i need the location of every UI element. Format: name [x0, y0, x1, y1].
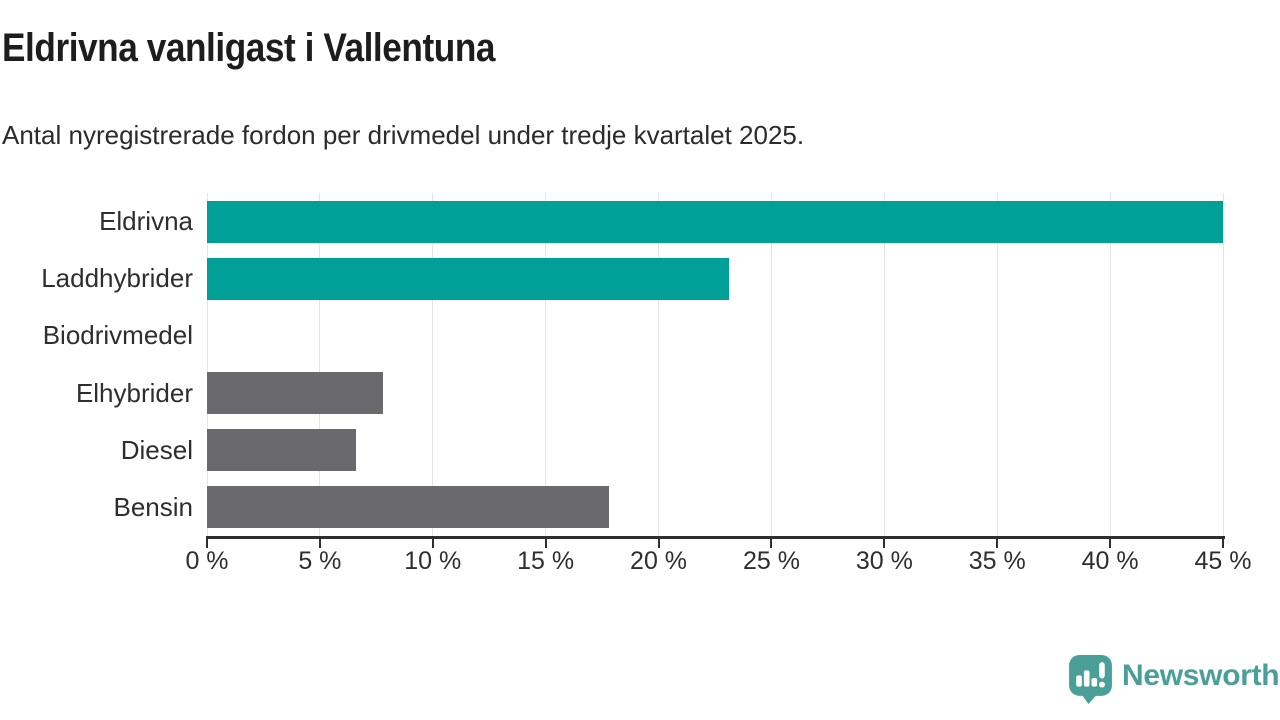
- x-axis-tick: [657, 539, 660, 548]
- x-axis-line: [206, 536, 1225, 539]
- bar: [207, 486, 609, 529]
- x-axis-tick-label: 25 %: [742, 547, 800, 575]
- x-axis-tick-label: 5 %: [298, 547, 342, 575]
- bar: [207, 200, 1223, 243]
- newsworthy-logo: Newsworthy: [1068, 654, 1280, 705]
- x-axis-tick-label: 35 %: [968, 547, 1026, 575]
- x-axis-tick-label: 30 %: [855, 547, 913, 575]
- x-axis-tick-label: 10 %: [404, 547, 462, 575]
- x-axis-tick: [1109, 539, 1112, 548]
- x-axis-tick: [883, 539, 886, 548]
- gridline: [658, 193, 660, 536]
- y-axis-category-label: Elhybrider: [75, 377, 193, 408]
- x-axis-tick: [1222, 539, 1224, 548]
- x-axis-tick: [996, 539, 999, 548]
- gridline: [996, 193, 998, 536]
- x-axis-tick-label: 45 %: [1194, 547, 1252, 575]
- newsworthy-logo-icon: [1069, 655, 1112, 704]
- bar: [207, 257, 729, 300]
- y-axis-category-label: Diesel: [120, 434, 193, 465]
- x-axis-tick: [318, 539, 321, 548]
- x-axis-tick: [206, 539, 208, 548]
- bar: [207, 372, 384, 415]
- x-axis-tick-label: 20 %: [630, 547, 688, 575]
- x-axis-tick: [544, 539, 547, 548]
- y-axis-category-label: Biodrivmedel: [42, 320, 193, 351]
- gridline: [319, 193, 321, 536]
- bar: [207, 429, 356, 472]
- x-axis-tick-label: 15 %: [517, 547, 575, 575]
- gridline: [770, 193, 772, 536]
- y-axis-category-label: Laddhybrider: [41, 263, 193, 294]
- gridline: [1222, 193, 1224, 536]
- gridline: [206, 193, 208, 536]
- newsworthy-logo-text: Newsworthy: [1122, 658, 1280, 692]
- page-title: Eldrivna vanligast i Vallentuna: [2, 26, 496, 70]
- x-axis-tick: [770, 539, 773, 548]
- y-axis-category-label: Bensin: [113, 491, 194, 522]
- chart-subtitle: Antal nyregistrerade fordon per drivmede…: [2, 120, 805, 150]
- gridline: [545, 193, 547, 536]
- gridline: [883, 193, 885, 536]
- gridline: [432, 193, 434, 536]
- y-axis-category-label: Eldrivna: [99, 206, 193, 237]
- x-axis-tick: [431, 539, 434, 548]
- x-axis-tick-label: 40 %: [1081, 547, 1139, 575]
- x-axis-tick-label: 0 %: [185, 547, 229, 575]
- gridline: [1109, 193, 1111, 536]
